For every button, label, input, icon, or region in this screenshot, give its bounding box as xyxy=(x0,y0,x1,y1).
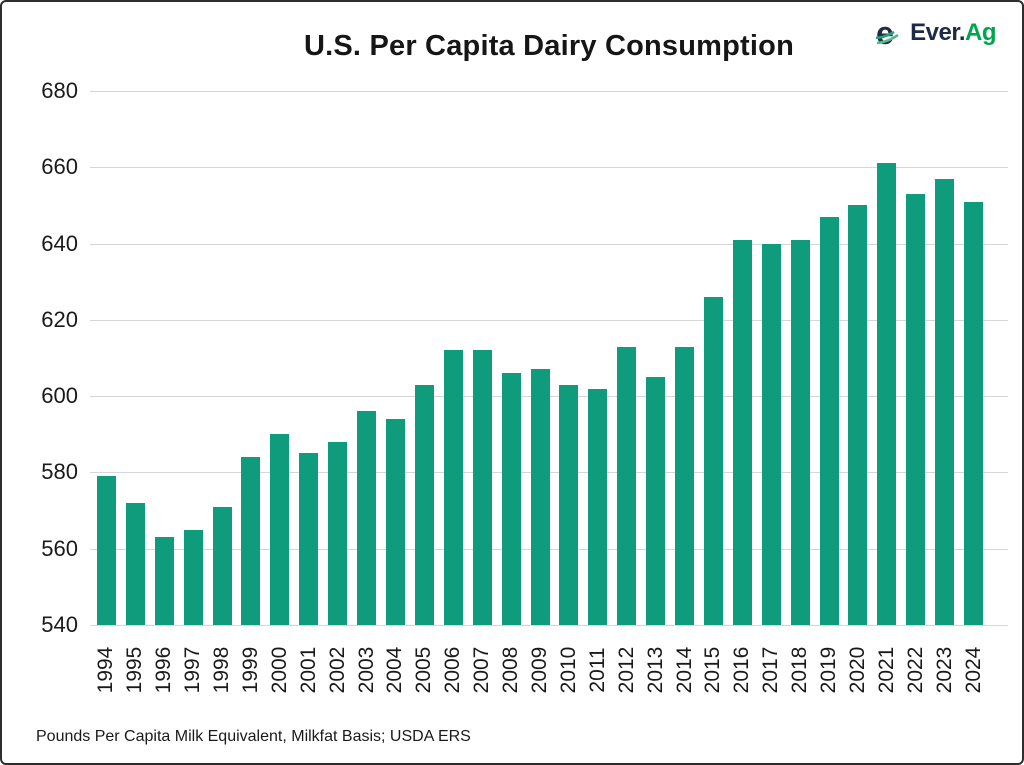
x-tick-label-2017: 2017 xyxy=(759,646,783,694)
bar-2022 xyxy=(906,193,926,625)
x-tick-label-1994: 1994 xyxy=(94,646,118,694)
bar-2000 xyxy=(270,434,290,625)
x-tick-label-2005: 2005 xyxy=(412,646,436,694)
bar-2011 xyxy=(588,388,608,625)
gridline-540 xyxy=(90,625,1008,626)
ever-ag-logo: e Ever.Ag xyxy=(873,16,997,50)
bar-1996 xyxy=(154,537,174,625)
x-tick-label-2004: 2004 xyxy=(383,646,407,694)
x-tick-label-2021: 2021 xyxy=(874,646,898,694)
y-tick-label-680: 680 xyxy=(41,78,78,103)
bar-2019 xyxy=(819,216,839,625)
x-tick-label-2019: 2019 xyxy=(817,646,841,694)
y-tick-label-660: 660 xyxy=(41,154,78,180)
x-tick-label-2018: 2018 xyxy=(788,646,812,694)
bar-2008 xyxy=(501,373,521,625)
bar-2001 xyxy=(299,453,319,625)
y-tick-label-580: 580 xyxy=(41,459,78,485)
bar-2012 xyxy=(617,346,637,625)
x-tick-label-2002: 2002 xyxy=(325,646,349,694)
y-tick-label-540: 540 xyxy=(41,612,78,637)
gridline-640 xyxy=(90,243,1008,245)
bar-1997 xyxy=(183,529,203,625)
x-tick-label-2013: 2013 xyxy=(643,646,667,694)
x-tick-label-2022: 2022 xyxy=(903,646,927,694)
bar-2021 xyxy=(877,163,897,625)
x-tick-label-2012: 2012 xyxy=(614,646,638,694)
bar-2020 xyxy=(848,205,868,625)
x-tick-label-1995: 1995 xyxy=(123,646,147,694)
bar-1999 xyxy=(241,457,261,625)
ever-ag-logo-icon: e xyxy=(873,16,907,50)
bar-2010 xyxy=(559,384,579,625)
bar-2013 xyxy=(646,377,666,625)
x-tick-label-2024: 2024 xyxy=(961,646,985,694)
bar-2016 xyxy=(732,239,752,625)
bar-2018 xyxy=(790,239,810,625)
logo-wordmark: Ever.Ag xyxy=(910,19,996,47)
x-tick-label-2023: 2023 xyxy=(932,646,956,694)
x-tick-label-2008: 2008 xyxy=(499,646,523,694)
x-tick-label-2007: 2007 xyxy=(470,646,494,694)
source-footnote: Pounds Per Capita Milk Equivalent, Milkf… xyxy=(36,728,471,745)
x-tick-label-2009: 2009 xyxy=(528,646,551,694)
bar-2015 xyxy=(703,296,723,625)
y-tick-label-640: 640 xyxy=(41,230,78,256)
x-tick-label-2011: 2011 xyxy=(585,647,609,693)
bar-2006 xyxy=(443,350,463,625)
bar-2007 xyxy=(472,350,492,625)
x-tick-label-1997: 1997 xyxy=(181,646,205,694)
x-tick-label-2001: 2001 xyxy=(296,646,320,694)
bar-2005 xyxy=(414,384,434,625)
bar-2014 xyxy=(675,346,695,625)
x-tick-label-1998: 1998 xyxy=(210,646,234,694)
bar-2023 xyxy=(935,178,955,625)
x-tick-label-2014: 2014 xyxy=(672,646,696,694)
x-tick-label-2006: 2006 xyxy=(441,646,465,694)
x-tick-label-2003: 2003 xyxy=(354,646,378,694)
x-tick-label-2015: 2015 xyxy=(701,646,725,694)
logo-text-ag: Ag xyxy=(965,19,997,46)
bar-2017 xyxy=(761,243,781,625)
x-tick-label-2000: 2000 xyxy=(267,646,291,694)
gridline-660 xyxy=(90,167,1008,169)
x-tick-label-1996: 1996 xyxy=(152,646,176,694)
gridline-680 xyxy=(90,91,1008,92)
y-tick-label-600: 600 xyxy=(41,383,78,409)
bar-2009 xyxy=(530,369,550,625)
bar-1994 xyxy=(96,476,116,625)
page-title: U.S. Per Capita Dairy Consumption xyxy=(303,30,794,62)
x-tick-label-2020: 2020 xyxy=(845,646,869,694)
logo-text-ever: Ever. xyxy=(910,19,965,46)
gridline-620 xyxy=(90,319,1008,321)
bar-1998 xyxy=(212,506,232,625)
x-tick-label-2010: 2010 xyxy=(556,646,580,694)
x-tick-label-2016: 2016 xyxy=(730,646,754,694)
bar-2024 xyxy=(964,201,984,625)
y-tick-label-620: 620 xyxy=(41,306,78,332)
bar-1995 xyxy=(125,502,145,625)
y-tick-label-560: 560 xyxy=(41,535,78,561)
bar-2002 xyxy=(328,441,348,625)
bar-2004 xyxy=(385,419,405,625)
x-tick-label-1999: 1999 xyxy=(238,646,262,694)
bar-2003 xyxy=(357,411,377,625)
